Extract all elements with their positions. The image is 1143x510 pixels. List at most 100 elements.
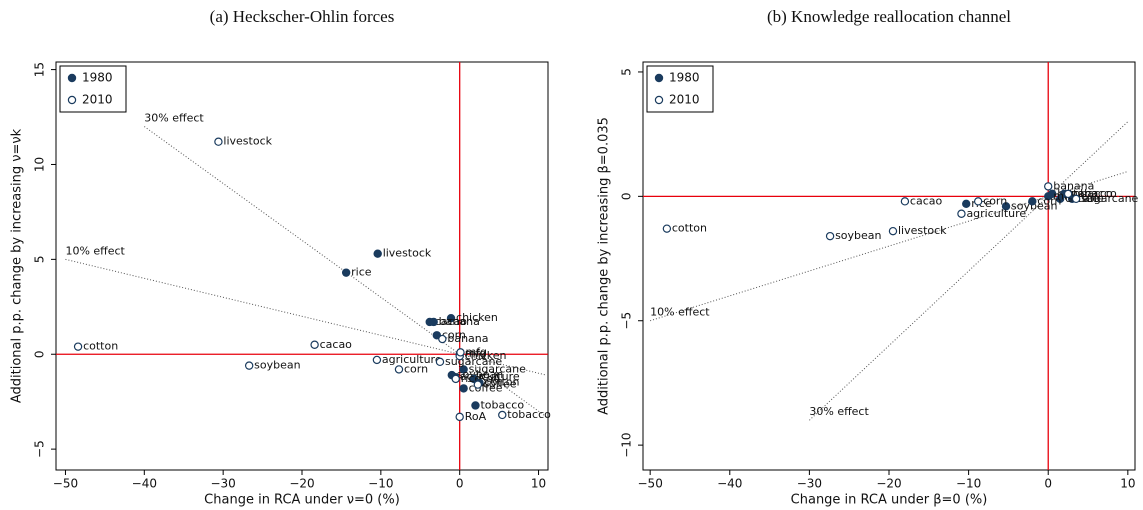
point	[498, 410, 507, 420]
point-label: mfg	[465, 347, 487, 360]
point	[429, 317, 438, 327]
point-label: tobacco	[1069, 187, 1113, 200]
x-tick-label: −30	[797, 477, 822, 491]
y-axis-label: Additional p.p. change by increasing ν=ν…	[10, 128, 25, 403]
legend-marker	[67, 95, 77, 105]
legend-label: 2010	[669, 93, 700, 107]
point-label: cotton	[672, 222, 707, 235]
point	[888, 226, 898, 236]
point-label: cotton	[484, 376, 519, 389]
x-tick-label: 10	[1120, 477, 1135, 491]
point-label: tobacco	[1073, 187, 1117, 200]
point-label: corn	[442, 328, 466, 341]
y-tick-label: 10	[32, 157, 46, 172]
point	[825, 231, 835, 241]
point	[1028, 197, 1037, 206]
point-label: agriculture	[966, 207, 1026, 220]
point	[900, 197, 910, 206]
point-label: soybean	[1011, 199, 1057, 212]
point-label: soybean	[835, 229, 881, 242]
point-label: tobacco	[480, 398, 524, 411]
point-label: rice	[351, 266, 372, 279]
point	[244, 361, 254, 370]
point	[446, 313, 456, 323]
panel: (a) Heckscher-Ohlin forces−50 −40 −30 −20 −1…	[10, 7, 552, 508]
point	[455, 412, 464, 422]
point	[451, 374, 460, 384]
point-label: cotton	[83, 340, 118, 353]
point	[469, 374, 479, 384]
point	[432, 331, 442, 340]
legend-marker	[654, 73, 664, 83]
x-tick-label: 0	[456, 477, 464, 491]
point-label: corn	[404, 362, 428, 375]
legend-box	[646, 65, 714, 113]
point	[435, 357, 445, 367]
x-tick-label: −10	[956, 477, 981, 491]
point	[310, 340, 319, 349]
point	[662, 224, 672, 233]
point	[459, 384, 468, 393]
y-tick-label: −5	[33, 440, 47, 458]
effect-line	[809, 121, 1129, 421]
point	[957, 209, 966, 218]
x-tick-label: −50	[638, 477, 663, 491]
legend-marker	[654, 95, 664, 105]
point	[438, 334, 447, 344]
y-tick-label: 0	[620, 193, 634, 201]
legend-label: 2010	[82, 93, 113, 107]
effect-label: 10% effect	[650, 306, 710, 319]
point	[1063, 189, 1073, 199]
point-label: chicken	[465, 349, 507, 362]
point	[456, 348, 465, 357]
point	[962, 199, 971, 209]
effect-label: 10% effect	[65, 244, 125, 257]
point	[394, 365, 404, 374]
x-tick-label: −40	[132, 477, 157, 491]
panel-title: (a) Heckscher-Ohlin forces	[210, 7, 395, 26]
point-label: soybean	[457, 368, 503, 381]
x-tick-label: 10	[531, 477, 546, 491]
point-label: livestock	[223, 135, 272, 148]
x-axis-label: Change in RCA under ν=0 (%)	[204, 493, 400, 508]
point-label: RoA	[479, 372, 501, 385]
legend-label: 1980	[669, 71, 700, 85]
point	[1071, 194, 1081, 204]
point	[341, 268, 351, 277]
point-label: mfg	[465, 345, 487, 358]
point	[471, 401, 480, 410]
point-label: cane	[1077, 192, 1104, 205]
panel: (b) Knowledge reallocation channel−50 −40…	[597, 7, 1139, 508]
point-label: sugarcane	[469, 362, 526, 375]
x-axis-label: Change in RCA under β=0 (%)	[791, 493, 988, 508]
effect-label: 30% effect	[144, 112, 204, 125]
point	[473, 380, 483, 389]
point	[459, 365, 468, 374]
point-label: banana	[1053, 179, 1094, 192]
y-tick-label: 0	[33, 350, 47, 358]
point-label: livestock	[383, 247, 432, 260]
point	[214, 137, 223, 146]
point	[1055, 194, 1065, 204]
legend-label: 1980	[82, 71, 113, 85]
point-label: soybean	[254, 359, 300, 372]
point-label: cacao	[435, 315, 468, 328]
x-tick-label: −20	[876, 477, 901, 491]
point	[1044, 182, 1053, 191]
x-tick-label: 0	[1044, 477, 1052, 491]
point	[73, 342, 83, 351]
x-tick-label: −30	[210, 477, 235, 491]
y-tick-label: 5	[33, 256, 47, 264]
point-label: cacao	[910, 194, 943, 207]
x-tick-label: −40	[717, 477, 742, 491]
point-label: agriculture	[382, 353, 442, 366]
point-label: chicken	[456, 311, 498, 324]
legend-marker	[67, 73, 77, 83]
point-label: corn	[983, 194, 1007, 207]
point-label: banana	[447, 332, 488, 345]
effect-label: 30% effect	[809, 405, 869, 418]
point-label: cacao	[320, 338, 353, 351]
point-label: corn	[1037, 194, 1061, 207]
point	[1044, 192, 1053, 201]
